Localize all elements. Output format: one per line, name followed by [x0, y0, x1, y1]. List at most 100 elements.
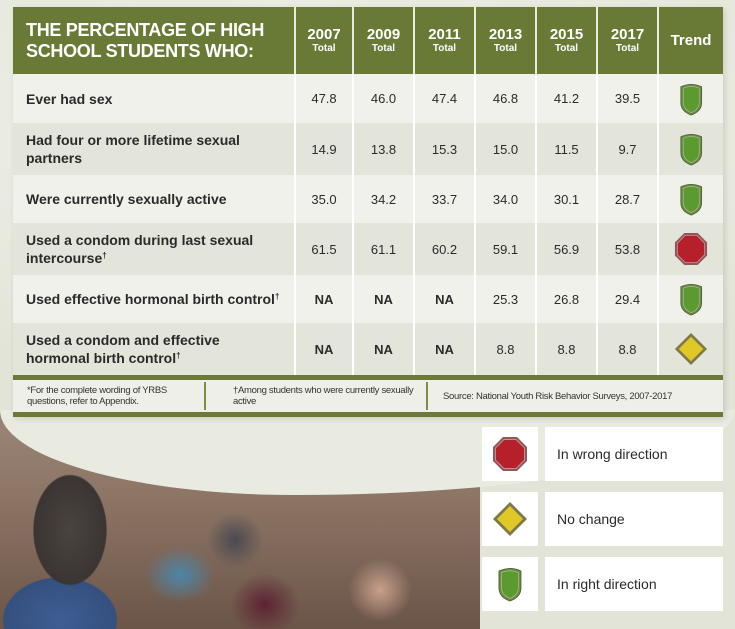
- row-label-text: Used a condom and effective hormonal bir…: [26, 332, 220, 366]
- yellow-diamond-icon: [674, 332, 708, 366]
- legend-label: In wrong direction: [545, 427, 723, 481]
- value-cell: 46.8: [475, 74, 537, 123]
- row-label-text: Used a condom during last sexual interco…: [26, 232, 254, 266]
- trend-cell: [658, 323, 723, 375]
- value-cell: 28.7: [597, 175, 659, 223]
- value-cell: 60.2: [414, 223, 476, 275]
- value-cell: 47.4: [414, 74, 476, 123]
- value-cell: 53.8: [597, 223, 659, 275]
- trend-cell: [658, 175, 723, 223]
- trend-cell: [658, 223, 723, 275]
- row-label: Ever had sex: [13, 74, 296, 123]
- table-row: Used a condom and effective hormonal bir…: [13, 323, 723, 375]
- value-cell: NA: [295, 275, 354, 323]
- value-cell: 29.4: [597, 275, 659, 323]
- dagger-mark: †: [102, 251, 107, 260]
- row-label-text: Had four or more lifetime sexual partner…: [26, 132, 240, 166]
- row-label: Used a condom and effective hormonal bir…: [13, 323, 296, 375]
- legend-icon-box: [482, 557, 538, 611]
- green-shield-icon: [680, 183, 702, 216]
- value-cell: 46.0: [353, 74, 415, 123]
- dagger-mark: †: [274, 292, 280, 301]
- legend-icon-box: [482, 427, 538, 481]
- data-table: THE PERCENTAGE OF HIGH SCHOOL STUDENTS W…: [13, 7, 723, 375]
- col-sub: Total: [554, 43, 579, 54]
- legend-icon-box: [482, 492, 538, 546]
- legend-item-right: In right direction: [482, 557, 723, 611]
- dagger-mark: †: [176, 351, 181, 360]
- row-label: Used effective hormonal birth control†: [13, 275, 296, 323]
- value-cell: 8.8: [597, 323, 659, 375]
- table-header-row: THE PERCENTAGE OF HIGH SCHOOL STUDENTS W…: [13, 7, 723, 74]
- value-cell: NA: [353, 323, 415, 375]
- col-sub: Total: [312, 43, 336, 54]
- col-header: 2011 Total: [414, 7, 476, 74]
- stop-octagon-icon: [493, 437, 527, 471]
- footnotes-bar: *For the complete wording of YRBS questi…: [13, 375, 723, 417]
- value-cell: 25.3: [475, 275, 537, 323]
- col-header: 2007 Total: [295, 7, 354, 74]
- footnote-dagger: †Among students who were currently sexua…: [206, 382, 428, 410]
- col-sub: Total: [371, 43, 396, 54]
- row-label: Were currently sexually active: [13, 175, 296, 223]
- green-shield-icon: [680, 283, 702, 316]
- table-row: Used a condom during last sexual interco…: [13, 223, 723, 275]
- table-title: THE PERCENTAGE OF HIGH SCHOOL STUDENTS W…: [13, 7, 296, 74]
- table-row: Ever had sex 47.8 46.0 47.4 46.8 41.2 39.5: [13, 74, 723, 123]
- col-year: 2009: [366, 26, 401, 43]
- value-cell: NA: [295, 323, 354, 375]
- col-sub: Total: [493, 43, 518, 54]
- green-shield-icon: [498, 568, 522, 602]
- value-cell: NA: [353, 275, 415, 323]
- green-shield-icon: [680, 133, 702, 166]
- row-label-text: Were currently sexually active: [26, 191, 227, 207]
- trend-cell: [658, 74, 723, 123]
- value-cell: 61.5: [295, 223, 354, 275]
- col-year: 2013: [488, 26, 523, 43]
- value-cell: 26.8: [536, 275, 598, 323]
- value-cell: 14.9: [295, 123, 354, 175]
- trend-cell: [658, 123, 723, 175]
- row-label-text: Used effective hormonal birth control: [26, 291, 275, 307]
- trend-cell: [658, 275, 723, 323]
- value-cell: 41.2: [536, 74, 598, 123]
- table-row: Used effective hormonal birth control† NA…: [13, 275, 723, 323]
- legend-label: No change: [545, 492, 723, 546]
- col-header: 2009 Total: [353, 7, 415, 74]
- value-cell: 35.0: [295, 175, 354, 223]
- legend-item-wrong: In wrong direction: [482, 427, 723, 481]
- value-cell: 30.1: [536, 175, 598, 223]
- value-cell: 56.9: [536, 223, 598, 275]
- col-year: 2015: [549, 26, 584, 43]
- col-header: 2015 Total: [536, 7, 598, 74]
- value-cell: 39.5: [597, 74, 659, 123]
- col-year: 2007: [307, 26, 341, 43]
- legend-item-no-change: No change: [482, 492, 723, 546]
- yellow-diamond-icon: [493, 502, 527, 536]
- value-cell: 8.8: [536, 323, 598, 375]
- value-cell: NA: [414, 275, 476, 323]
- data-table-panel: THE PERCENTAGE OF HIGH SCHOOL STUDENTS W…: [13, 7, 723, 417]
- table-body: Ever had sex 47.8 46.0 47.4 46.8 41.2 39.5 Had…: [13, 74, 723, 375]
- value-cell: 47.8: [295, 74, 354, 123]
- trend-header: Trend: [658, 7, 723, 74]
- green-shield-icon: [680, 83, 702, 115]
- value-cell: 34.2: [353, 175, 415, 223]
- col-year: 2011: [428, 26, 461, 43]
- value-cell: 11.5: [536, 123, 598, 175]
- trend-legend: In wrong direction No change In right di…: [482, 427, 723, 622]
- legend-label: In right direction: [545, 557, 723, 611]
- value-cell: 59.1: [475, 223, 537, 275]
- value-cell: 61.1: [353, 223, 415, 275]
- table-row: Were currently sexually active 35.0 34.2 33…: [13, 175, 723, 223]
- row-label: Had four or more lifetime sexual partner…: [13, 123, 296, 175]
- value-cell: 15.0: [475, 123, 537, 175]
- value-cell: 13.8: [353, 123, 415, 175]
- value-cell: 34.0: [475, 175, 537, 223]
- col-sub: Total: [432, 43, 457, 54]
- col-header: 2017 Total: [597, 7, 659, 74]
- row-label: Used a condom during last sexual interco…: [13, 223, 296, 275]
- col-year: 2017: [610, 26, 645, 43]
- row-label-text: Ever had sex: [26, 90, 113, 107]
- stop-octagon-icon: [674, 232, 708, 266]
